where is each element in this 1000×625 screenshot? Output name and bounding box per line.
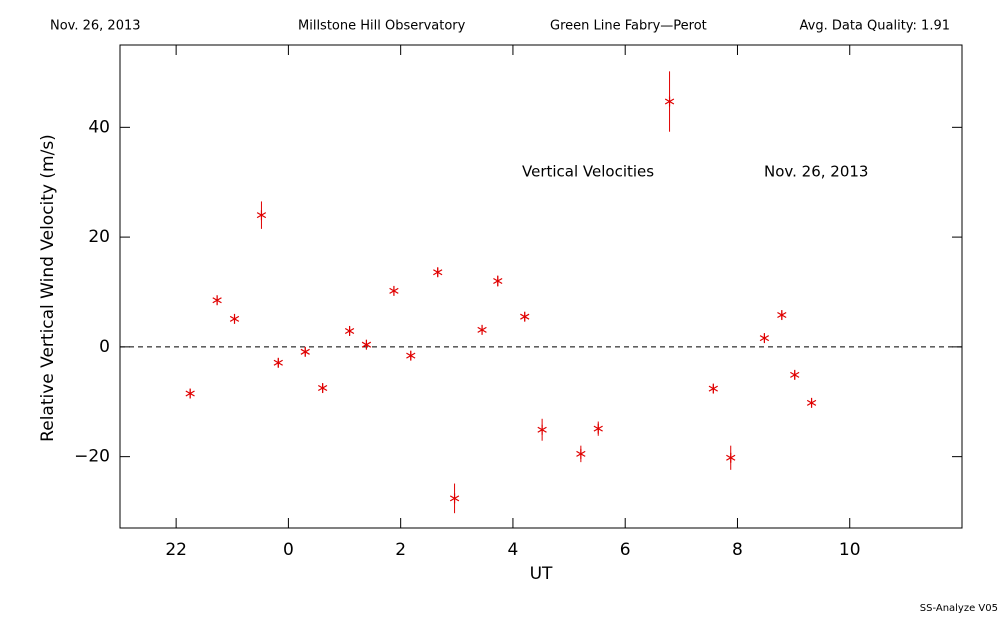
asterisk-stroke (273, 359, 283, 366)
asterisk-stroke (229, 315, 240, 322)
data-point (806, 397, 817, 408)
data-point (317, 383, 328, 394)
data-point (212, 295, 222, 306)
data-point (759, 333, 770, 344)
data-point (790, 369, 800, 380)
asterisk-stroke (406, 352, 416, 359)
data-point (361, 339, 372, 350)
header-instrument: Green Line Fabry—Perot (550, 19, 707, 34)
asterisk-stroke (493, 277, 503, 285)
asterisk-stroke (593, 425, 603, 432)
asterisk-stroke (212, 297, 222, 304)
asterisk-stroke (433, 269, 443, 276)
data-point (537, 424, 547, 435)
footer: SS-Analyze V05 (920, 603, 998, 614)
asterisk-stroke (520, 313, 530, 320)
asterisk-stroke (576, 450, 586, 457)
asterisk-stroke (726, 454, 736, 461)
asterisk-stroke (664, 98, 675, 105)
x-tick-label: 2 (395, 540, 406, 560)
y-tick-label: 0 (99, 337, 110, 357)
x-tick-label: 4 (508, 540, 519, 560)
y-axis-label: Relative Vertical Wind Velocity (m/s) (38, 134, 58, 442)
annotation-date: Nov. 26, 2013 (764, 163, 868, 181)
data-point (477, 324, 487, 335)
asterisk-stroke (185, 390, 195, 397)
data-point (433, 267, 443, 278)
asterisk-stroke (708, 385, 718, 392)
x-tick-label: 6 (620, 540, 631, 560)
asterisk-stroke (537, 426, 547, 433)
data-point (300, 346, 310, 357)
data-point (576, 448, 586, 459)
data-point (449, 493, 460, 504)
header-observatory: Millstone Hill Observatory (298, 19, 466, 34)
asterisk-stroke (300, 348, 310, 355)
data-point (726, 452, 736, 463)
annotation-title: Vertical Velocities (522, 163, 654, 181)
header-quality: Avg. Data Quality: 1.91 (800, 19, 950, 34)
x-tick-label: 22 (165, 540, 187, 560)
y-tick-label: −20 (74, 447, 110, 467)
plot-frame (119, 44, 963, 529)
asterisk-stroke (256, 212, 267, 219)
asterisk-stroke (777, 312, 787, 319)
x-tick-label: 0 (283, 540, 294, 560)
asterisk-stroke (790, 371, 800, 378)
asterisk-stroke (806, 399, 817, 406)
asterisk-stroke (344, 327, 355, 334)
y-tick-label: 40 (88, 117, 110, 137)
data-point (389, 285, 399, 296)
asterisk-stroke (449, 495, 460, 502)
data-point (708, 383, 718, 394)
asterisk-stroke (759, 335, 770, 342)
header-date: Nov. 26, 2013 (50, 19, 141, 34)
asterisk-stroke (389, 287, 399, 294)
x-axis-label: UT (530, 564, 553, 584)
asterisk-stroke (477, 326, 487, 333)
data-point (520, 311, 530, 322)
data-point (777, 310, 787, 321)
data-point (273, 357, 283, 368)
x-tick-label: 8 (732, 540, 743, 560)
asterisk-stroke (361, 341, 372, 348)
data-point (344, 325, 355, 336)
data-point (185, 388, 195, 399)
data-point (493, 276, 503, 287)
asterisk-stroke (317, 385, 328, 392)
data-point (406, 350, 416, 361)
data-point (664, 96, 675, 107)
y-tick-label: 20 (88, 227, 110, 247)
x-tick-label: 10 (839, 540, 861, 560)
data-point (593, 423, 603, 434)
data-point (256, 210, 267, 221)
data-point (229, 313, 240, 324)
